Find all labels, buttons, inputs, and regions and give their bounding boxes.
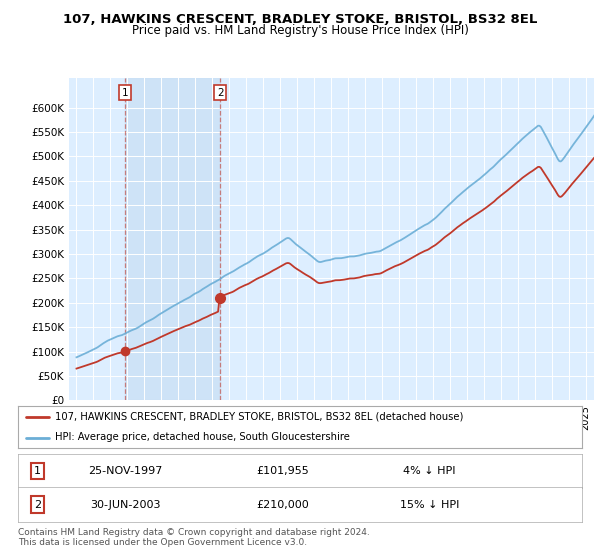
Text: £101,955: £101,955 xyxy=(257,466,310,476)
Text: £210,000: £210,000 xyxy=(257,500,310,510)
Text: 30-JUN-2003: 30-JUN-2003 xyxy=(90,500,160,510)
Text: 107, HAWKINS CRESCENT, BRADLEY STOKE, BRISTOL, BS32 8EL: 107, HAWKINS CRESCENT, BRADLEY STOKE, BR… xyxy=(63,12,537,26)
Text: Price paid vs. HM Land Registry's House Price Index (HPI): Price paid vs. HM Land Registry's House … xyxy=(131,24,469,38)
Bar xyxy=(125,78,220,400)
Text: 15% ↓ HPI: 15% ↓ HPI xyxy=(400,500,460,510)
Text: 107, HAWKINS CRESCENT, BRADLEY STOKE, BRISTOL, BS32 8EL (detached house): 107, HAWKINS CRESCENT, BRADLEY STOKE, BR… xyxy=(55,412,463,422)
Text: 2: 2 xyxy=(217,88,224,98)
Text: Contains HM Land Registry data © Crown copyright and database right 2024.
This d: Contains HM Land Registry data © Crown c… xyxy=(18,528,370,547)
Text: 4% ↓ HPI: 4% ↓ HPI xyxy=(403,466,456,476)
Text: HPI: Average price, detached house, South Gloucestershire: HPI: Average price, detached house, Sout… xyxy=(55,432,350,442)
Text: 1: 1 xyxy=(122,88,129,98)
Text: 2: 2 xyxy=(34,500,41,510)
Text: 1: 1 xyxy=(34,466,41,476)
Text: 25-NOV-1997: 25-NOV-1997 xyxy=(88,466,163,476)
